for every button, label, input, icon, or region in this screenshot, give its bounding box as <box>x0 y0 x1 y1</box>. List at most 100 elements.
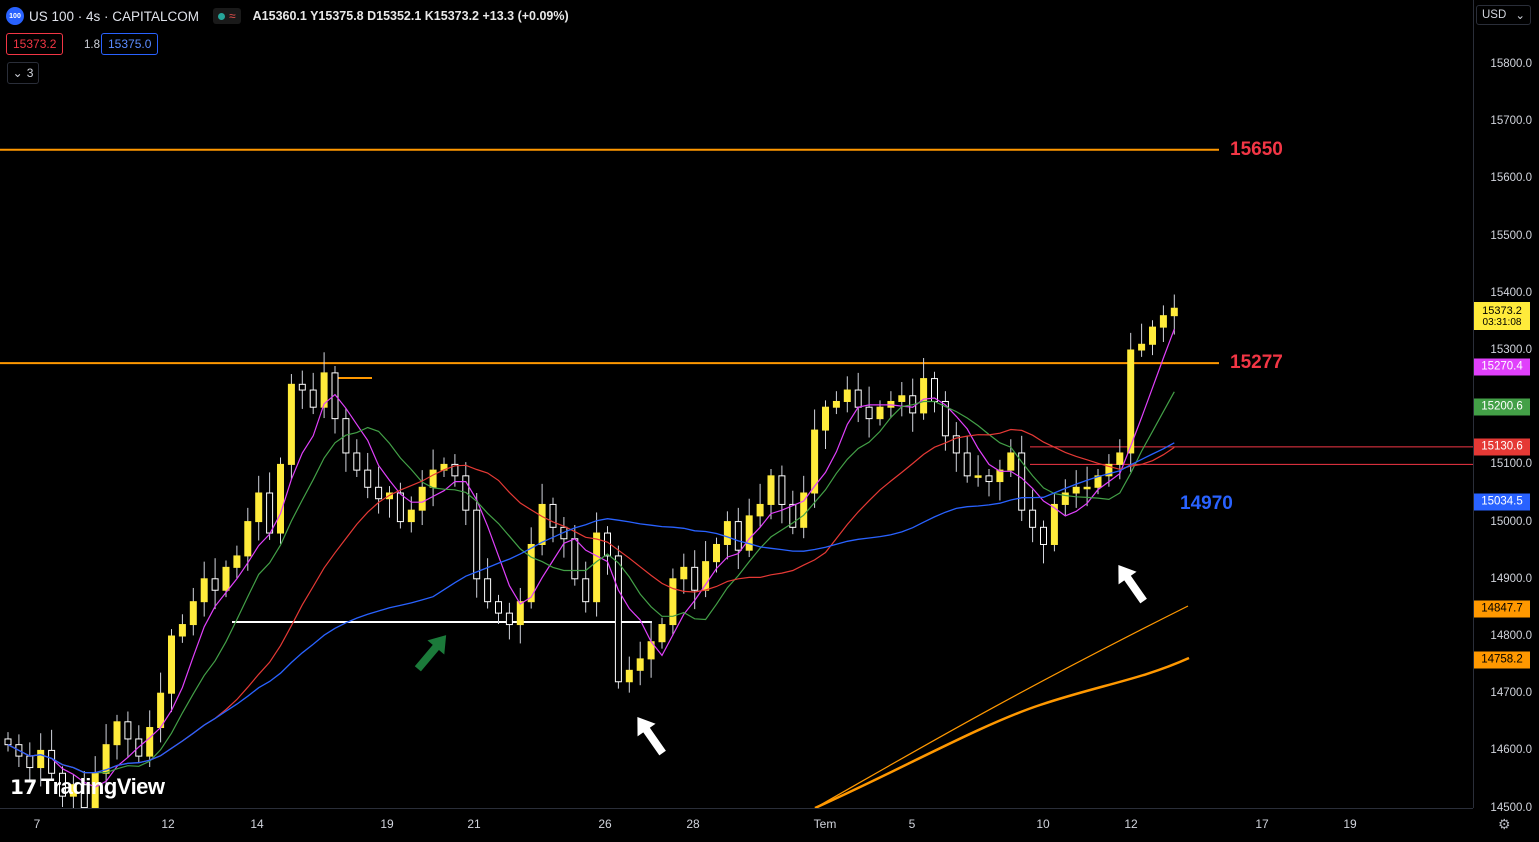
moving-average-9 <box>7 391 1175 774</box>
indicators-toggle[interactable]: ⌄ 3 <box>7 62 39 84</box>
time-tick: 26 <box>598 817 612 831</box>
candle-body <box>1149 326 1156 345</box>
market-open-dot-icon <box>218 12 226 20</box>
time-tick: 19 <box>1343 817 1357 831</box>
price-tick: 15800.0 <box>1490 58 1532 70</box>
candle-body <box>920 378 928 414</box>
candle-body <box>843 389 851 402</box>
candle-body <box>865 406 873 420</box>
price-tag: 14847.7 <box>1474 600 1530 618</box>
candle-body <box>636 658 644 671</box>
wave-icon: ≈ <box>229 9 236 23</box>
candle-body <box>952 435 960 454</box>
sell-button[interactable]: 15373.2 <box>6 33 64 55</box>
candle-body <box>473 509 481 580</box>
candle-body <box>298 383 306 391</box>
candle-body <box>778 475 786 505</box>
candle-body <box>963 452 971 477</box>
candle-body <box>189 601 197 626</box>
candle-body <box>309 389 317 408</box>
candle-body <box>244 521 252 557</box>
price-tick: 15000.0 <box>1490 515 1532 528</box>
candle-body <box>396 492 404 523</box>
candle-body <box>538 503 546 545</box>
candle-body <box>1040 526 1047 545</box>
candle-body <box>418 486 426 511</box>
candle-body <box>495 601 502 614</box>
symbol-logo-icon: 100 <box>6 7 24 25</box>
candle-body <box>1138 343 1146 351</box>
candle-body <box>200 578 208 603</box>
candle-body <box>723 521 731 545</box>
candle-body <box>691 566 699 591</box>
candle-body <box>1083 486 1091 490</box>
candle-body <box>331 372 339 420</box>
candle-body <box>407 509 415 523</box>
time-tick: 28 <box>686 817 700 831</box>
candle-body <box>113 721 121 746</box>
candle-body <box>822 406 829 431</box>
candle-body <box>941 400 949 437</box>
candle-body <box>146 727 154 757</box>
price-tag: 14758.2 <box>1474 651 1530 669</box>
up-arrow-icon <box>637 716 666 756</box>
price-tag: 15373.2 03:31:08 <box>1474 302 1530 331</box>
time-tick: 17 <box>1255 817 1269 831</box>
candle-body <box>178 624 186 637</box>
moving-average-40 <box>7 442 1175 774</box>
level-label: 15277 <box>1230 352 1283 374</box>
chevron-down-icon: ⌄ <box>1515 10 1525 22</box>
time-axis[interactable]: 7 12 14 19 21 26 28 Tem 5 10 12 17 19 <box>0 808 1473 842</box>
price-tick: 15600.0 <box>1490 172 1532 185</box>
candle-body <box>1094 475 1102 488</box>
price-tick: 14800.0 <box>1490 630 1532 642</box>
settings-gear-icon[interactable]: ⚙ <box>1498 816 1511 832</box>
moving-average-5 <box>7 328 1175 788</box>
candle-body <box>713 543 720 563</box>
candle-body <box>211 578 219 591</box>
price-axis[interactable]: 15800.0 15700.0 15600.0 15500.0 15400.0 15300… <box>1473 0 1539 814</box>
candle-body <box>80 784 88 808</box>
time-tick: 19 <box>380 817 394 831</box>
candle-body <box>69 784 77 797</box>
watermark-text: TradingView <box>40 774 165 799</box>
time-tick: 7 <box>33 817 41 831</box>
tradingview-logo-icon: 𝟭𝟳 <box>10 776 37 799</box>
buy-button[interactable]: 15375.0 <box>101 33 159 55</box>
candle-body <box>658 624 666 643</box>
level-label: 14970 <box>1180 492 1233 514</box>
time-tick: 21 <box>467 817 481 831</box>
symbol-title[interactable]: US 100 · 4s · CAPITALCOM <box>29 8 200 24</box>
spread-value: 1.8 <box>84 39 100 51</box>
candle-body <box>1170 307 1178 317</box>
range-marker <box>336 377 372 395</box>
candle-body <box>974 475 982 478</box>
indicators-count: 3 <box>26 66 34 80</box>
currency-select[interactable]: USD ⌄ <box>1476 5 1531 25</box>
price-tag: 15270.4 <box>1474 358 1530 376</box>
price-tick: 15700.0 <box>1490 115 1532 128</box>
candle-body <box>353 452 361 471</box>
candle-body <box>1007 452 1015 471</box>
time-tick: 10 <box>1036 817 1050 831</box>
candle-body <box>854 389 862 408</box>
candle-body <box>222 566 230 591</box>
price-chart[interactable] <box>0 0 1473 808</box>
candle-body <box>364 469 372 488</box>
moving-average-long-2 <box>814 656 1190 808</box>
price-tick: 15300.0 <box>1490 344 1532 356</box>
candle-body <box>1072 486 1080 494</box>
candle-body <box>124 721 132 740</box>
price-tick: 14600.0 <box>1490 744 1532 757</box>
candle-body <box>767 475 775 505</box>
candle-body <box>898 395 906 402</box>
market-status[interactable]: ≈ <box>213 8 241 24</box>
up-arrow-icon <box>1118 564 1147 604</box>
candle-body <box>37 749 45 769</box>
candle-body <box>484 578 492 603</box>
candle-body <box>505 612 513 626</box>
candle-body <box>756 503 764 517</box>
candle-body <box>811 429 819 494</box>
candle-body <box>582 578 590 603</box>
moving-average-long-1 <box>814 605 1189 808</box>
